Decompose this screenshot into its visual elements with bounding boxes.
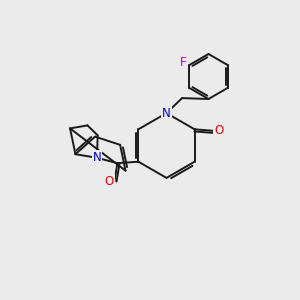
Text: O: O <box>214 124 223 137</box>
Text: N: N <box>93 151 101 164</box>
Text: O: O <box>104 175 114 188</box>
Text: N: N <box>162 106 171 120</box>
Text: F: F <box>180 56 187 69</box>
